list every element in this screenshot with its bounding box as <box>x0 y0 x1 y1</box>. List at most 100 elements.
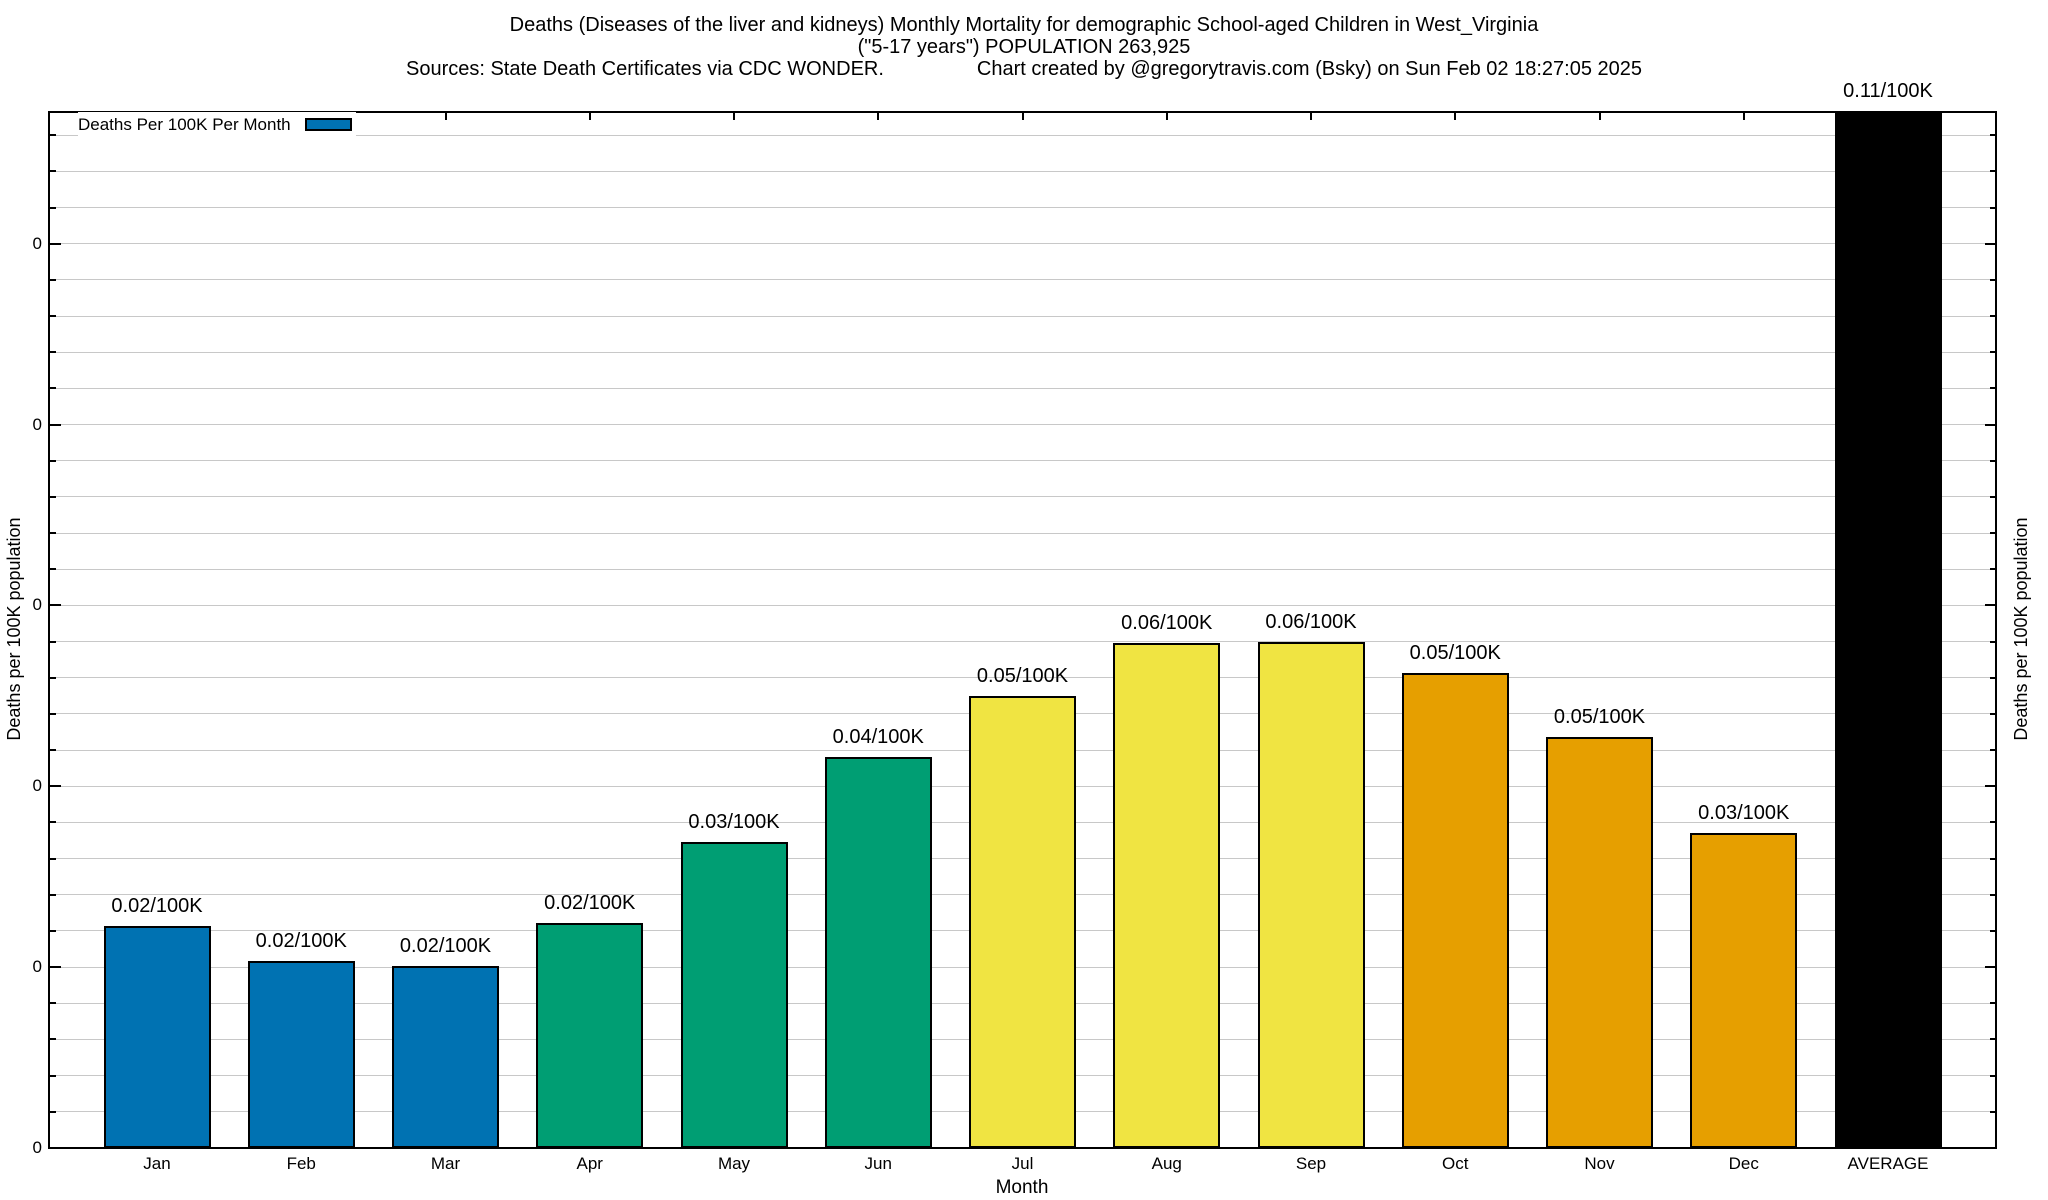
y-tick-right <box>1985 604 1996 607</box>
y-tick-right <box>1990 206 1996 209</box>
y-tick-left <box>50 857 56 860</box>
legend-series-label: Deaths Per 100K Per Month <box>78 114 291 134</box>
bar-value-label-jan: 0.02/100K <box>111 894 203 917</box>
y-tick-right <box>1990 749 1996 752</box>
bar-value-label-sep: 0.06/100K <box>1265 610 1357 633</box>
y-tick-left <box>50 676 56 679</box>
y-tick-right <box>1990 459 1996 462</box>
y-tick-right <box>1990 1074 1996 1077</box>
y-tick-right <box>1990 1110 1996 1113</box>
y-tick-left <box>50 1110 56 1113</box>
y-tick-left <box>50 387 56 390</box>
legend: Deaths Per 100K Per Month <box>78 112 356 137</box>
y-tick-left <box>50 351 56 354</box>
x-tick-top <box>444 113 447 120</box>
y-tick-right <box>1990 712 1996 715</box>
y-tick-label: 0 <box>32 595 42 615</box>
bar-value-label-mar: 0.02/100K <box>399 935 492 958</box>
plot-frame <box>48 111 1997 1149</box>
y-tick-left <box>50 893 56 896</box>
y-tick-right <box>1985 242 1996 245</box>
bar-value-label-average: 0.11/100K <box>1843 80 1933 102</box>
y-tick-label: 0 <box>32 414 42 434</box>
y-axis-title-right: Deaths per 100K population <box>2011 517 2031 741</box>
chart-title: Deaths (Diseases of the liver and kidney… <box>509 14 1539 36</box>
bar-mar <box>392 966 499 1148</box>
x-tick-top <box>1598 113 1601 120</box>
x-label-oct: Oct <box>1442 1154 1469 1173</box>
chart-subtitle: ("5-17 years") POPULATION 263,925 <box>857 36 1191 58</box>
y-tick-left <box>50 495 56 498</box>
y-tick-left <box>50 712 56 715</box>
y-tick-right <box>1990 134 1996 137</box>
y-gridline <box>48 315 1996 317</box>
y-gridline <box>48 134 1996 136</box>
bar-value-label-may: 0.03/100K <box>688 810 780 833</box>
bar-value-label-jul: 0.05/100K <box>976 664 1069 687</box>
y-tick-left <box>50 749 56 752</box>
bar-value-label-dec: 0.03/100K <box>1698 802 1790 825</box>
bar-apr <box>536 922 644 1148</box>
y-tick-left <box>50 206 56 209</box>
y-tick-left <box>50 1038 56 1041</box>
y-tick-left <box>50 315 56 318</box>
bar-oct <box>1401 673 1509 1148</box>
x-axis-title: Month <box>995 1177 1049 1198</box>
y-tick-label: 0 <box>32 1138 42 1157</box>
y-gridline <box>48 351 1996 353</box>
y-gridline <box>48 496 1996 498</box>
y-tick-label: 0 <box>32 957 42 977</box>
bar-dec <box>1690 833 1798 1148</box>
y-tick-right <box>1990 1002 1996 1005</box>
y-tick-left <box>50 532 56 535</box>
y-tick-right <box>1990 821 1996 824</box>
y-tick-left <box>50 1074 56 1077</box>
y-tick-right <box>1990 640 1996 643</box>
y-tick-right <box>1990 532 1996 535</box>
y-tick-right <box>1990 676 1996 679</box>
bar-may <box>680 841 788 1148</box>
x-label-apr: Apr <box>576 1154 603 1173</box>
sources-text: Sources: State Death Certificates via CD… <box>405 58 884 80</box>
y-tick-right <box>1985 423 1996 426</box>
y-gridline <box>48 424 1996 426</box>
x-tick-top <box>1742 113 1745 120</box>
bar-jan <box>103 925 211 1148</box>
bar-value-label-apr: 0.02/100K <box>544 891 636 914</box>
chart-source-line: Sources: State Death Certificates via CD… <box>0 57 2048 81</box>
y-tick-right <box>1990 893 1996 896</box>
y-axis-title-left: Deaths per 100K population <box>4 517 24 741</box>
x-tick-top <box>1454 113 1457 120</box>
bar-sep <box>1257 641 1365 1148</box>
x-tick-top <box>877 113 880 120</box>
y-gridline <box>48 604 1996 606</box>
x-label-jun: Jun <box>864 1154 892 1173</box>
x-tick-top <box>588 113 591 120</box>
y-gridline <box>48 279 1996 281</box>
y-tick-left <box>50 242 61 245</box>
bar-value-label-aug: 0.06/100K <box>1121 611 1213 634</box>
y-tick-left <box>50 785 61 788</box>
y-gridline <box>48 568 1996 570</box>
y-tick-right <box>1990 1038 1996 1041</box>
legend-color-swatch <box>304 118 352 131</box>
credit-text: Chart created by @gregorytravis.com (Bsk… <box>976 58 1642 80</box>
y-tick-right <box>1990 351 1996 354</box>
y-tick-right <box>1990 568 1996 571</box>
x-tick-top <box>733 113 735 120</box>
bar-nov <box>1546 736 1653 1148</box>
y-gridline <box>48 170 1996 172</box>
x-label-average: AVERAGE <box>1847 1154 1929 1173</box>
x-tick-top <box>1021 113 1024 120</box>
y-tick-right <box>1990 387 1996 390</box>
x-label-sep: Sep <box>1295 1154 1327 1173</box>
y-tick-left <box>50 929 56 932</box>
x-label-jan: Jan <box>143 1154 171 1173</box>
y-tick-right <box>1990 278 1996 281</box>
x-tick-top <box>1165 113 1168 120</box>
y-gridline <box>48 387 1996 389</box>
bar-jun <box>824 757 932 1148</box>
y-tick-right <box>1990 857 1996 860</box>
y-gridline <box>48 460 1996 462</box>
